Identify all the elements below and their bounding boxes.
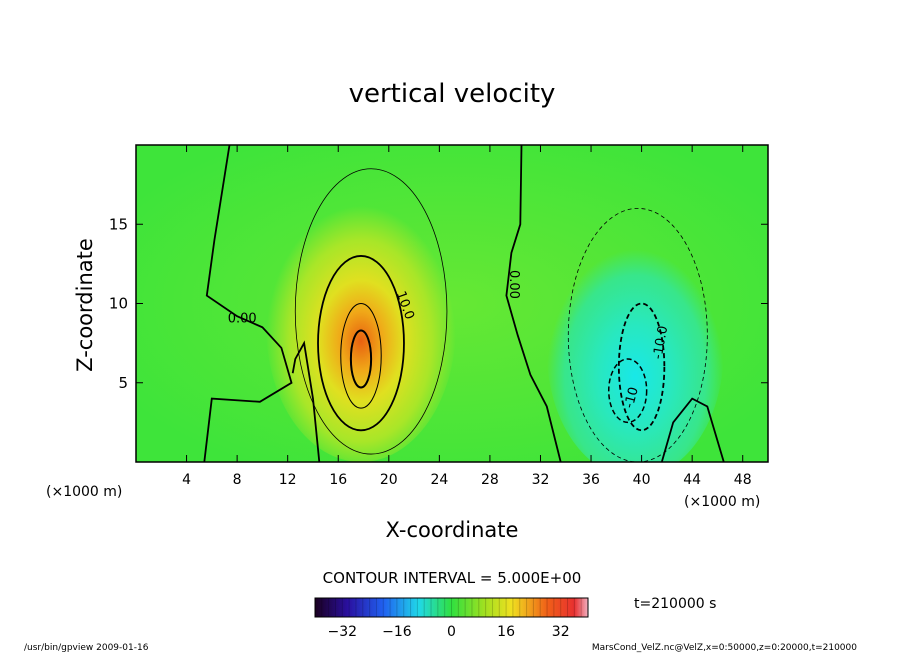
x-tick-label: 12	[279, 472, 297, 488]
x-tick-label: 48	[734, 472, 752, 488]
x-axis-ticks: 4 8 12 16 20 24 28 32 36 40 44 48	[182, 145, 752, 488]
contour-label: -10.0	[651, 325, 672, 361]
x-tick-label: 4	[182, 472, 191, 488]
x-tick-label: 20	[380, 472, 398, 488]
x-tick-label: 40	[633, 472, 651, 488]
x-tick-label: 44	[683, 472, 701, 488]
colorbar-tick-label: 32	[552, 624, 570, 640]
x-tick-label: 36	[582, 472, 600, 488]
x-tick-label: 8	[233, 472, 242, 488]
contour-lines	[203, 145, 725, 462]
zero-contour-3	[660, 397, 725, 462]
y-tick-label: 5	[118, 374, 128, 392]
updraft-field	[266, 192, 456, 462]
zero-contour-4	[291, 340, 321, 462]
contour-interval-label: CONTOUR INTERVAL = 5.000E+00	[323, 569, 582, 587]
y-tick-label: 10	[109, 295, 128, 313]
y-tick-label: 15	[109, 215, 128, 233]
x-unit-left: (×1000 m)	[46, 484, 122, 500]
downdraft-field	[546, 224, 724, 462]
x-tick-label: 32	[532, 472, 550, 488]
zero-contour-2	[505, 145, 562, 462]
footer-left: /usr/bin/gpview 2009-01-16	[24, 643, 149, 653]
x-unit-right: (×1000 m)	[684, 494, 760, 510]
x-tick-label: 28	[481, 472, 499, 488]
colorbar-tick-label: 0	[447, 624, 456, 640]
contour-label: -10	[622, 385, 642, 409]
y-axis-label: Z-coordinate	[73, 238, 97, 372]
updraft-contour-inner	[349, 329, 373, 389]
zero-contour-1	[203, 145, 293, 462]
plot-area	[136, 145, 768, 462]
x-tick-label: 24	[430, 472, 448, 488]
footer-right: MarsCond_VelZ.nc@VelZ,x=0:50000,z=0:2000…	[592, 643, 857, 653]
updraft-contour-mid	[340, 303, 382, 409]
chart-title: vertical velocity	[349, 79, 556, 109]
x-tick-label: 16	[329, 472, 347, 488]
colorbar-ticks: −32 −16 0 16 32	[328, 624, 570, 640]
contour-label: 0.00	[228, 312, 257, 327]
downdraft-contour-5	[567, 208, 708, 462]
colorbar-gradient	[314, 597, 589, 618]
x-axis-label: X-coordinate	[386, 518, 519, 542]
colorbar-tick-label: 16	[497, 624, 515, 640]
downdraft-contour-10	[617, 302, 666, 432]
colorbar-tick-label: −16	[382, 624, 412, 640]
updraft-contour-5	[294, 168, 448, 455]
time-label: t=210000 s	[634, 596, 716, 612]
y-axis-ticks: 5 10 15	[109, 215, 768, 392]
updraft-contour-10	[317, 255, 405, 432]
colorbar: −32 −16 0 16 32	[314, 597, 589, 640]
colorbar-stripes	[321, 598, 582, 617]
contour-label: 0.00	[506, 270, 521, 299]
colorbar-tick-label: −32	[328, 624, 358, 640]
downdraft-contour-inner	[607, 358, 648, 424]
